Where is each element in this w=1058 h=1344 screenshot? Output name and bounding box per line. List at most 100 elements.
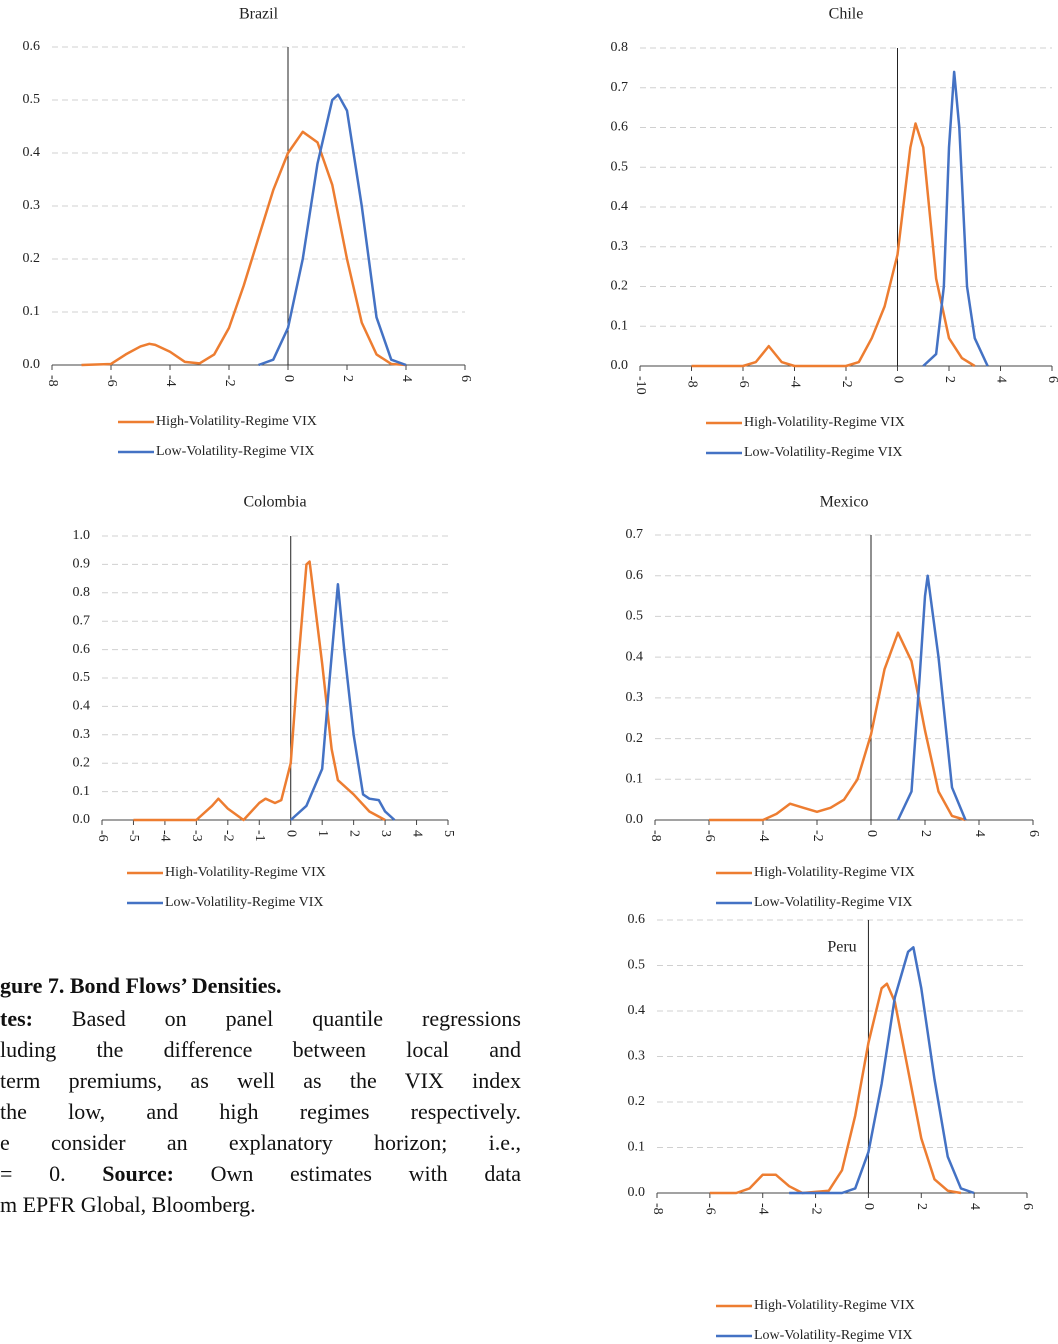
x-tick-label: -8 <box>648 830 663 842</box>
caption-line: e consider an explanatory horizon; i.e., <box>0 1127 521 1158</box>
y-tick-label: 0.0 <box>628 1185 646 1200</box>
x-tick-label: -5 <box>126 830 141 842</box>
y-tick-label: 0.5 <box>628 958 646 973</box>
x-tick-label: 6 <box>1045 376 1058 383</box>
x-tick-label: -8 <box>45 375 60 387</box>
x-tick-label: 3 <box>378 830 393 837</box>
x-tick-label: -6 <box>95 830 110 842</box>
density-line <box>691 122 976 368</box>
y-tick-label: 0.6 <box>73 642 91 657</box>
legend-label: Low-Volatility-Regime VIX <box>754 895 913 910</box>
x-tick-label: 1 <box>315 830 330 837</box>
caption-text: m EPFR Global, Bloomberg. <box>0 1192 256 1217</box>
y-tick-label: 0.1 <box>73 784 91 799</box>
x-tick-label: 2 <box>942 376 957 383</box>
caption-text: luding the difference between local and <box>0 1037 521 1062</box>
y-tick-label: 0.3 <box>626 690 644 705</box>
x-tick-label: -1 <box>252 830 267 842</box>
x-tick-label: -2 <box>221 830 236 842</box>
caption-label: Source: <box>102 1161 174 1186</box>
y-tick-label: 0.8 <box>73 585 91 600</box>
x-tick-label: 2 <box>914 1203 929 1210</box>
density-line <box>289 583 396 821</box>
caption-text: Own estimates with data <box>173 1161 521 1186</box>
y-tick-label: 0.3 <box>611 239 629 254</box>
y-tick-label: 0.1 <box>611 318 629 333</box>
caption-text: term premiums, as well as the VIX index <box>0 1068 521 1093</box>
y-tick-label: 0.5 <box>611 159 629 174</box>
x-tick-label: 4 <box>409 830 424 837</box>
y-tick-label: 0.4 <box>23 145 41 160</box>
x-tick-label: 2 <box>340 375 355 382</box>
x-tick-label: 2 <box>918 830 933 837</box>
caption-text: the low, and high regimes respectively. <box>0 1099 521 1124</box>
x-tick-label: -4 <box>755 1203 770 1215</box>
x-tick-label: -8 <box>684 376 699 388</box>
y-tick-label: 0.7 <box>611 80 629 95</box>
x-tick-label: -4 <box>158 830 173 842</box>
y-tick-label: 0.6 <box>611 120 629 135</box>
caption-text: = 0. <box>0 1161 103 1186</box>
caption-title: gure 7. Bond Flows’ Densities. <box>0 973 282 998</box>
chart-title: Peru <box>827 939 856 956</box>
density-line <box>922 70 989 367</box>
caption-line: the low, and high regimes respectively. <box>0 1096 521 1127</box>
y-tick-label: 0.1 <box>23 304 41 319</box>
y-tick-label: 0.2 <box>73 755 91 770</box>
x-tick-label: -4 <box>163 375 178 387</box>
x-tick-label: -6 <box>736 376 751 388</box>
chart-title: Colombia <box>243 494 306 511</box>
caption-text: Based on panel quantile regressions <box>32 1006 521 1031</box>
x-tick-label: -6 <box>702 830 717 842</box>
x-tick-label: -8 <box>650 1203 665 1215</box>
y-tick-label: 0.6 <box>626 568 644 583</box>
y-tick-label: 0.3 <box>628 1049 646 1064</box>
x-tick-label: -10 <box>633 376 648 395</box>
legend-label: Low-Volatility-Regime VIX <box>165 895 324 910</box>
chart-title: Chile <box>829 6 864 23</box>
x-tick-label: 0 <box>281 375 296 382</box>
density-line <box>258 93 407 367</box>
x-tick-label: 0 <box>890 376 905 383</box>
y-tick-label: 0.5 <box>626 609 644 624</box>
chart-title: Mexico <box>820 494 869 511</box>
caption-label: tes: <box>0 1006 33 1031</box>
density-line <box>133 560 386 822</box>
density-line <box>896 574 967 821</box>
y-tick-label: 0.4 <box>628 1003 646 1018</box>
y-tick-label: 0.2 <box>23 251 41 266</box>
caption-text: e consider an explanatory horizon; i.e., <box>0 1130 521 1155</box>
y-tick-label: 0.4 <box>626 649 644 664</box>
y-tick-label: 0.6 <box>23 39 41 54</box>
x-tick-label: 4 <box>399 375 414 382</box>
x-tick-label: -4 <box>787 376 802 388</box>
y-tick-label: 0.1 <box>628 1140 646 1155</box>
y-tick-label: 0.9 <box>73 557 91 572</box>
caption-line: term premiums, as well as the VIX index <box>0 1065 521 1096</box>
y-tick-label: 0.2 <box>611 279 629 294</box>
x-tick-label: -3 <box>189 830 204 842</box>
legend-label: Low-Volatility-Regime VIX <box>744 445 903 460</box>
legend-label: High-Volatility-Regime VIX <box>754 1298 915 1313</box>
y-tick-label: 0.4 <box>73 699 91 714</box>
density-line <box>789 946 975 1195</box>
x-tick-label: -6 <box>104 375 119 387</box>
x-tick-label: 0 <box>864 830 879 837</box>
x-tick-label: -2 <box>810 830 825 842</box>
y-tick-label: 0.0 <box>611 358 629 373</box>
y-tick-label: 0.5 <box>73 670 91 685</box>
x-tick-label: 5 <box>441 830 456 837</box>
legend-label: Low-Volatility-Regime VIX <box>156 444 315 459</box>
x-tick-label: 6 <box>458 375 473 382</box>
x-tick-label: -6 <box>703 1203 718 1215</box>
y-tick-label: 0.0 <box>626 812 644 827</box>
caption-line: tes: Based on panel quantile regressions <box>0 1003 521 1034</box>
y-tick-label: 0.6 <box>628 912 646 927</box>
x-tick-label: 4 <box>993 376 1008 383</box>
y-tick-label: 0.3 <box>23 198 41 213</box>
density-line <box>81 130 407 367</box>
y-tick-label: 0.8 <box>611 40 629 55</box>
y-tick-label: 0.7 <box>626 527 644 542</box>
